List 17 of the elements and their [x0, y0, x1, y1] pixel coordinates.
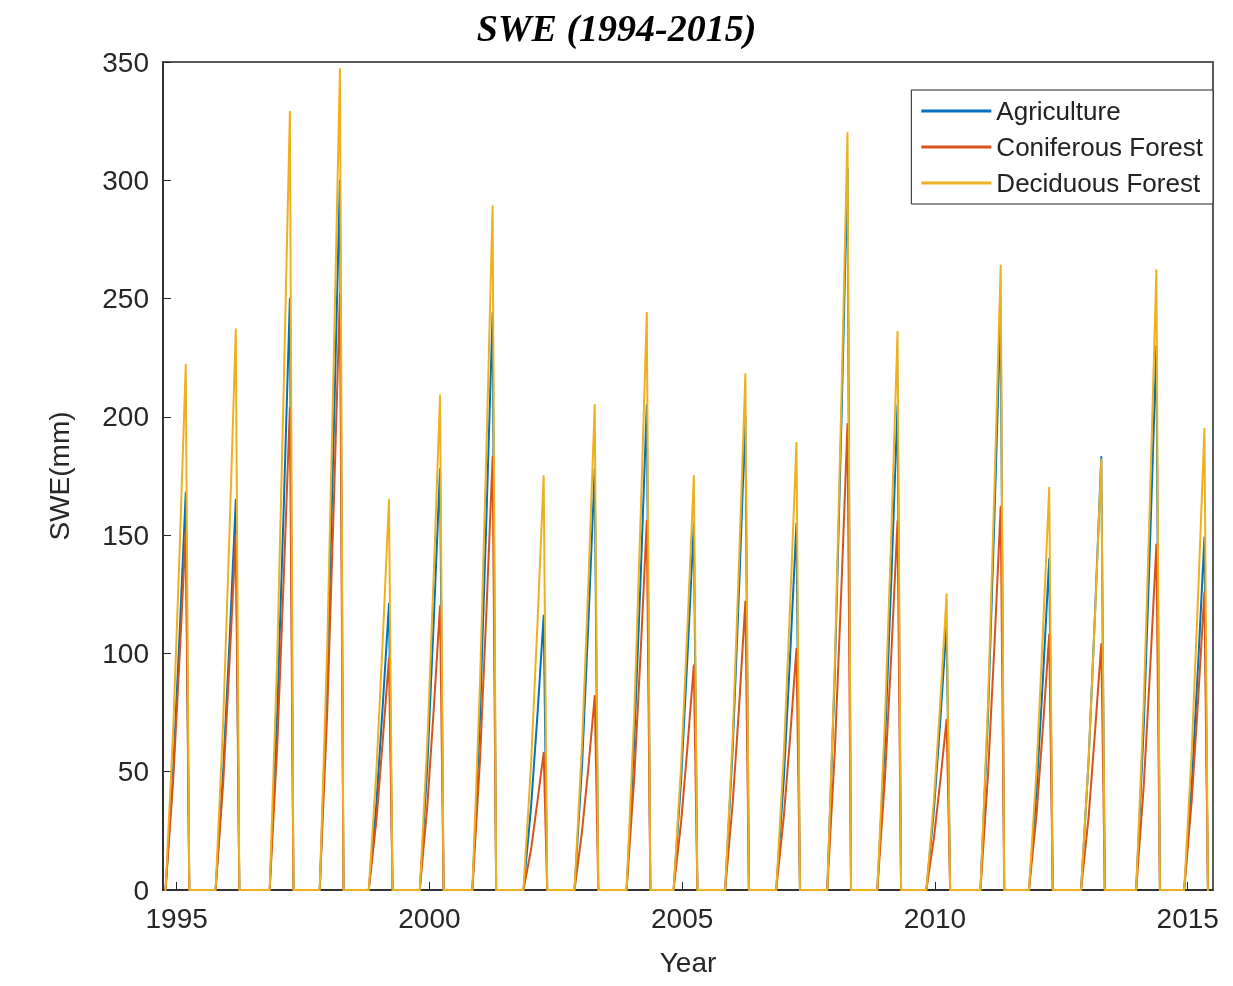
x-axis-title: Year [659, 946, 717, 978]
y-tick-label: 300 [102, 164, 149, 196]
y-tick-label: 350 [102, 46, 149, 78]
y-tick-label: 150 [102, 519, 149, 551]
x-tick-label: 2005 [651, 902, 714, 934]
legend-label: Agriculture [996, 96, 1121, 126]
x-tick-label: 2015 [1156, 902, 1219, 934]
x-tick-label: 2010 [903, 902, 967, 934]
y-tick-label: 250 [102, 283, 149, 315]
legend-label: Deciduous Forest [996, 168, 1201, 198]
legend-label: Coniferous Forest [996, 132, 1204, 162]
y-tick-label: 200 [102, 401, 149, 433]
y-tick-label: 100 [102, 637, 149, 669]
chart-title: SWE (1994-2015) [476, 7, 757, 50]
y-tick-label: 50 [117, 756, 149, 788]
x-tick-label: 2000 [398, 902, 461, 934]
y-axis-title: SWE(mm) [43, 411, 75, 541]
